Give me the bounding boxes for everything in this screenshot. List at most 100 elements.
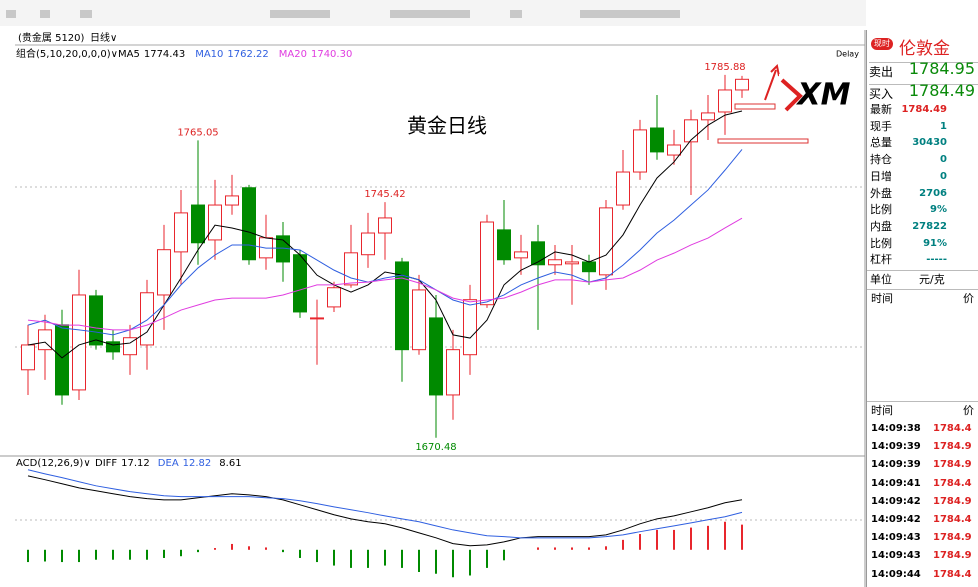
macd-bar (180, 549, 182, 557)
candle-body (293, 254, 307, 313)
candle-body (531, 241, 545, 266)
toolbar-icons (6, 10, 680, 18)
header-time: 时间 (871, 292, 893, 305)
macd-bar (61, 549, 63, 563)
candle-body (55, 324, 69, 396)
tick-row: 14:09:44 1784.4 (867, 566, 978, 584)
candle-body (361, 232, 375, 256)
high-label: 1785.88 (704, 62, 745, 73)
stat-row: 日增 0 (867, 169, 978, 185)
quote-panel: 现时 伦敦金 卖出 1784.95 买入 1784.49 最新 1784.49 现手 1 总量 304… (866, 30, 978, 587)
macd-bar (452, 549, 454, 578)
macd-bar (656, 529, 658, 550)
tick-time: 14:09:43 (871, 532, 921, 544)
stat-row: 总量 30430 (867, 135, 978, 151)
price-value: 1784.49 (908, 81, 975, 100)
macd-bar (724, 521, 726, 550)
macd-bar (418, 549, 420, 572)
macd-bar (554, 547, 556, 550)
candle-body (72, 294, 86, 391)
legend-value: 1740.30 (311, 49, 352, 60)
stat-value: 0 (940, 154, 947, 166)
macd-bar (112, 549, 114, 560)
macd-line (27, 475, 743, 547)
macd-bar (639, 534, 641, 550)
stat-row: 外盘 2706 (867, 186, 978, 202)
candle-body (412, 289, 426, 351)
macd-legend-name: DEA (158, 458, 179, 469)
tick-time: 14:09:43 (871, 550, 921, 562)
stat-row: 比例 91% (867, 236, 978, 252)
macd-bar (299, 549, 301, 558)
price-label: 买入 (869, 84, 978, 102)
stat-label: 现手 (870, 119, 892, 133)
macd-bar (316, 549, 318, 563)
legend-name: MA10 (195, 49, 223, 60)
badge: 现时 (871, 38, 893, 50)
macd-bar (95, 549, 97, 560)
candle-body (599, 207, 613, 276)
tick-price: 1784.4 (933, 514, 972, 525)
candle-body (344, 252, 358, 286)
macd-bar (197, 549, 199, 553)
macd-bar (469, 549, 471, 576)
stat-label: 最新 (870, 103, 892, 116)
marker-box (734, 103, 776, 110)
candle-body (395, 261, 409, 351)
stat-label: 比例 (870, 236, 892, 250)
macd-bar (367, 549, 369, 568)
candle-body (123, 337, 137, 356)
tick-time: 14:09:38 (871, 423, 921, 434)
candle-body (667, 144, 681, 156)
candle-body (191, 204, 205, 244)
tick-row: 14:09:41 1784.4 (867, 475, 978, 493)
tick-price: 1784.9 (933, 495, 972, 507)
marker-box (717, 138, 809, 144)
candle-body (616, 171, 630, 206)
stat-value: 2706 (919, 187, 947, 199)
stat-label: 杠杆 (870, 253, 892, 267)
stat-row: 现手 1 (867, 119, 978, 135)
stat-row: 内盘 27822 (867, 219, 978, 235)
chart: (贵金属 5120) 日线∨ 组合(5,10,20,0,0,0)∨ Delay … (0, 0, 866, 587)
candle-body (225, 195, 239, 206)
macd-bar (673, 529, 675, 550)
stat-value: 0 (940, 170, 947, 182)
stat-label: 比例 (870, 203, 892, 217)
legend-name: MA20 (279, 49, 307, 60)
delay: Delay (836, 50, 859, 59)
tick-price: 1784.9 (933, 532, 972, 544)
high-label: 1765.05 (177, 127, 218, 138)
macd-bar (384, 549, 386, 566)
instrument-name: 伦敦金 (899, 39, 950, 59)
candle-body (701, 112, 715, 121)
header-price: 价 (963, 292, 974, 305)
candle-body (497, 229, 511, 261)
indicator: 组合(5,10,20,0,0,0)∨ (16, 47, 118, 60)
stat-value: 1 (940, 120, 947, 132)
macd-legend-name: DIFF (95, 458, 117, 469)
stat-value: 9% (930, 204, 947, 216)
stat-row: 比例 9% (867, 202, 978, 218)
macd-bar (741, 524, 743, 550)
macd-bar (333, 549, 335, 566)
candle-body (718, 89, 732, 113)
low-label: 1670.48 (415, 442, 456, 453)
candle-body (735, 78, 749, 91)
unit-value: 元/克 (919, 273, 945, 286)
macd-bar (571, 547, 573, 550)
price-value: 1784.95 (908, 59, 975, 78)
tick-price: 1784.4 (933, 477, 972, 489)
logo-box (779, 74, 861, 114)
stat-label: 持仓 (870, 153, 892, 167)
candle-body (174, 212, 188, 253)
candle-body (208, 204, 222, 241)
tick-time: 14:09:44 (871, 568, 921, 580)
macd-legend-value: 17.12 (121, 458, 150, 469)
candle-body (157, 249, 171, 296)
macd-bar (622, 539, 624, 550)
symbol: (贵金属 5120) (18, 31, 85, 44)
candle-body (21, 344, 35, 371)
candle-body (548, 259, 562, 266)
list-header: 时间 价 (867, 289, 978, 308)
